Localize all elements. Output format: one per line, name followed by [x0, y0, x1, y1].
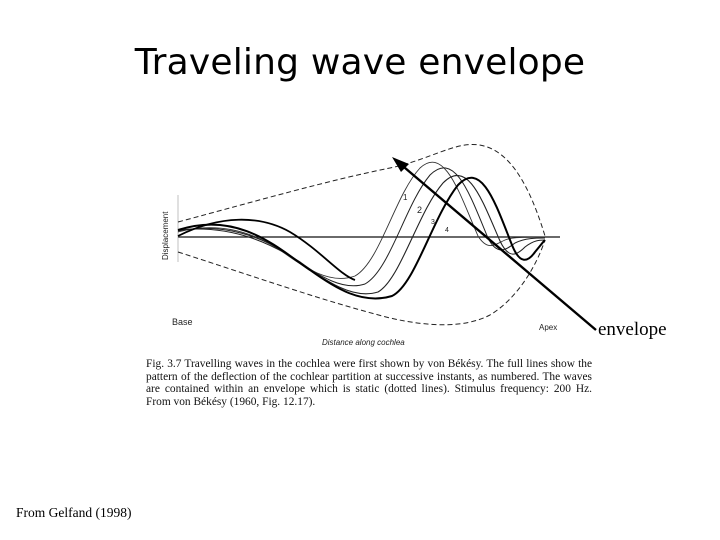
wave-early-line — [177, 218, 356, 281]
figure-caption: Fig. 3.7 Travelling waves in the cochlea… — [146, 358, 592, 408]
slide-title: Traveling wave envelope — [134, 42, 586, 83]
base-label: Base — [172, 317, 193, 327]
wave-4-line — [177, 176, 546, 300]
y-axis-label: Displacement — [161, 211, 170, 260]
envelope-pointer-arrow — [397, 161, 597, 331]
envelope-lower — [177, 239, 546, 326]
apex-label: Apex — [539, 323, 557, 332]
wave-number-3: 3 — [431, 219, 435, 226]
envelope-pointer-arrowhead — [392, 157, 409, 172]
x-axis-label: Distance along cochlea — [322, 338, 405, 347]
wave-number-1: 1 — [403, 193, 408, 202]
envelope-label: envelope — [598, 319, 667, 340]
wave-number-4: 4 — [445, 227, 449, 234]
envelope-upper — [177, 143, 546, 237]
source-note: From Gelfand (1998) — [16, 505, 132, 520]
wave-number-2: 2 — [417, 205, 422, 215]
